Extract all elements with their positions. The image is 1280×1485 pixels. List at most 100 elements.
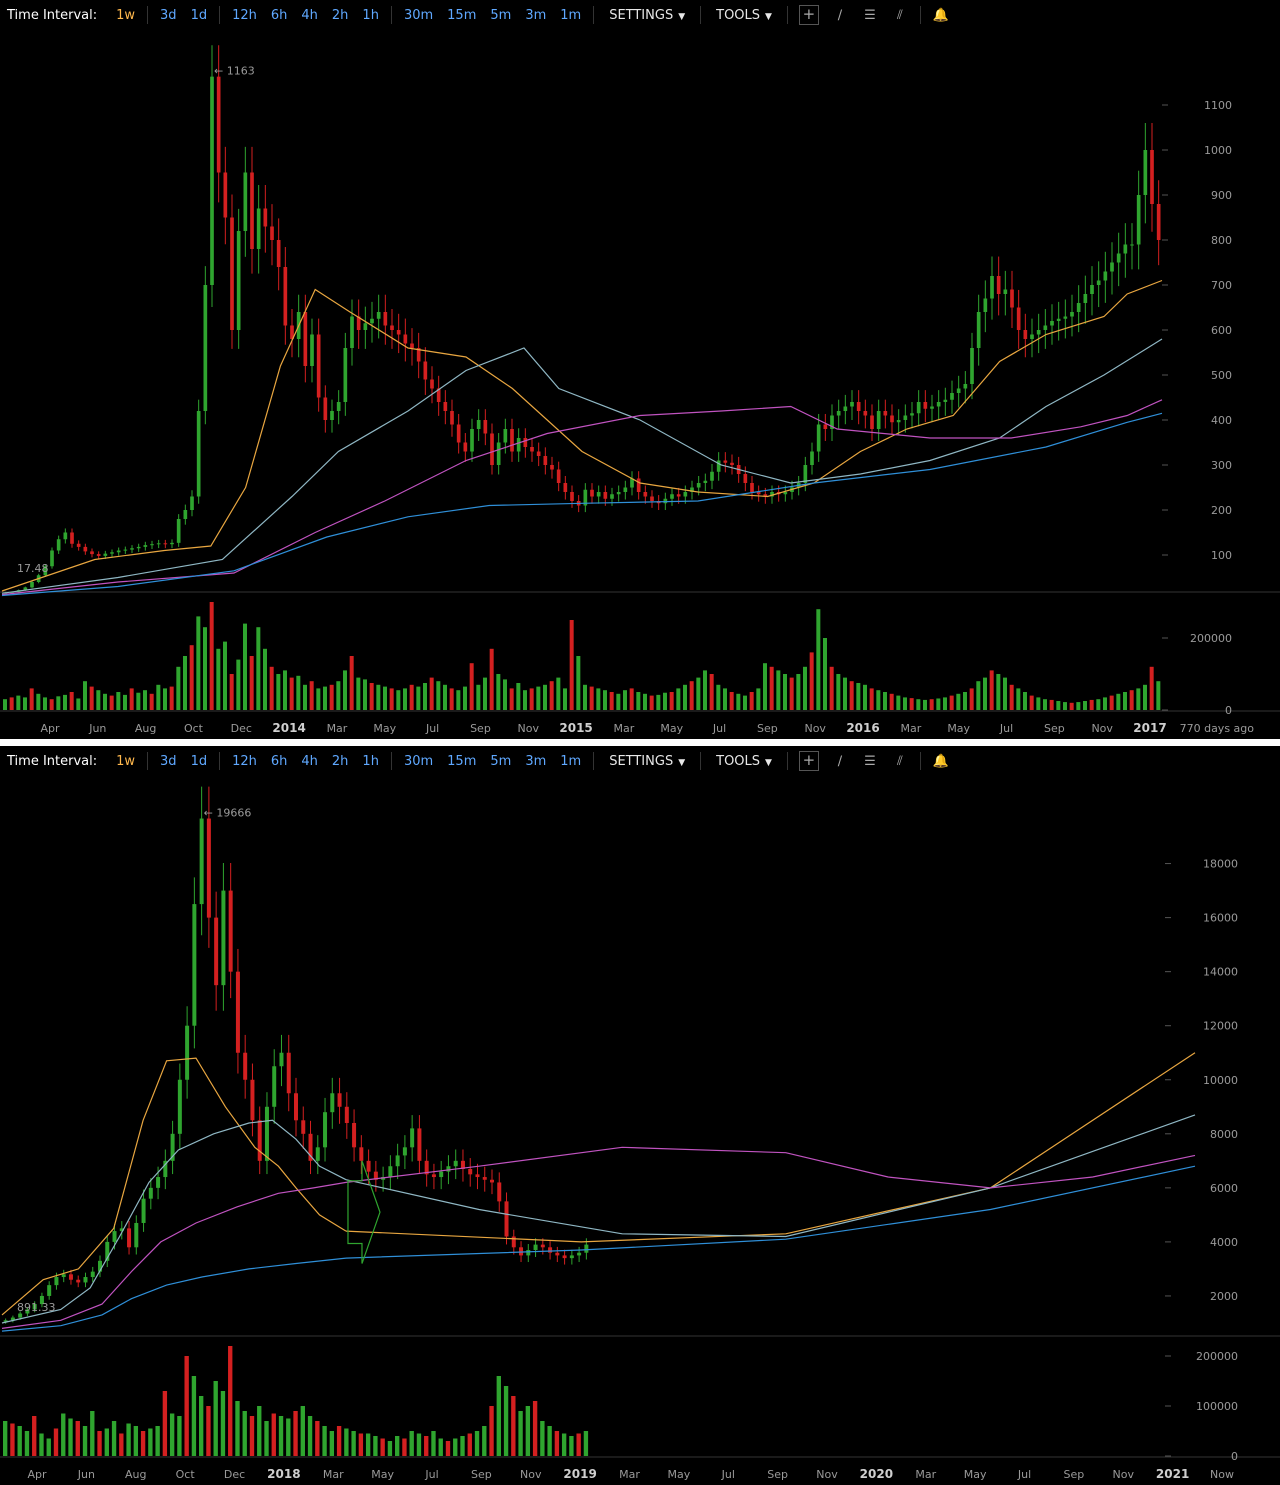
price-tick-label: 900 xyxy=(1211,189,1232,202)
line-draw-icon[interactable]: ∕ xyxy=(837,7,843,23)
candle-body xyxy=(1116,253,1121,263)
interval-3d[interactable]: 3d xyxy=(160,753,177,769)
candle-body xyxy=(475,1174,480,1178)
fib-icon[interactable]: ⫽ xyxy=(897,753,903,769)
toolbar-divider xyxy=(786,6,788,24)
month-label: Sep xyxy=(1064,1468,1085,1481)
volume-bar xyxy=(56,696,61,710)
candle-body xyxy=(533,1244,538,1251)
tools-menu[interactable]: TOOLS ▼ xyxy=(716,754,772,769)
lines-icon[interactable]: ☰ xyxy=(864,753,876,769)
interval-1h[interactable]: 1h xyxy=(362,7,379,23)
interval-1d[interactable]: 1d xyxy=(190,7,208,23)
candle-body xyxy=(562,1255,567,1259)
price-tick-label: 300 xyxy=(1211,459,1232,472)
interval-1m[interactable]: 1m xyxy=(560,7,582,23)
volume-bar xyxy=(416,686,421,710)
volume-bar xyxy=(809,652,814,710)
volume-bar xyxy=(296,675,301,710)
volume-bar xyxy=(344,1428,349,1456)
interval-5m[interactable]: 5m xyxy=(490,753,512,769)
volume-bar xyxy=(547,1426,552,1456)
chevron-down-icon: ▼ xyxy=(765,11,772,22)
candle-body xyxy=(983,298,988,312)
volume-bar xyxy=(856,683,861,710)
interval-4h[interactable]: 4h xyxy=(301,7,318,23)
volume-bar xyxy=(76,698,81,710)
tools-menu[interactable]: TOOLS ▼ xyxy=(716,8,772,23)
volume-bar xyxy=(561,1433,567,1456)
volume-bar xyxy=(1036,697,1041,710)
interval-1h[interactable]: 1h xyxy=(362,753,379,769)
volume-bar xyxy=(75,1421,80,1456)
volume-bar xyxy=(569,620,574,710)
high-price-label: ← 1163 xyxy=(214,65,255,78)
candle-body xyxy=(548,1247,553,1253)
price-tick-label: 1100 xyxy=(1204,99,1232,112)
interval-5m[interactable]: 5m xyxy=(490,7,512,23)
interval-1m[interactable]: 1m xyxy=(560,753,582,769)
volume-bar xyxy=(1156,681,1161,710)
candle-body xyxy=(63,532,68,540)
interval-1w[interactable]: 1w xyxy=(116,753,136,769)
volume-bar xyxy=(89,686,94,710)
volume-bar xyxy=(264,1421,269,1456)
interval-1d[interactable]: 1d xyxy=(190,753,208,769)
interval-15m[interactable]: 15m xyxy=(447,753,477,769)
volume-bar xyxy=(316,688,321,710)
candle-body xyxy=(18,1313,23,1318)
interval-6h[interactable]: 6h xyxy=(270,753,288,769)
candle-body xyxy=(490,433,494,465)
candle-body xyxy=(263,208,268,227)
volume-bar xyxy=(184,1356,189,1456)
candle-body xyxy=(583,489,588,506)
volume-bar xyxy=(196,616,201,710)
volume-bar xyxy=(3,1421,8,1456)
candle-body xyxy=(130,548,134,550)
price-chart[interactable]: 2000 4000 6000 8000 10000 12000 14000 16000 1800… xyxy=(0,776,1280,1485)
crosshair-icon[interactable]: + xyxy=(798,5,819,25)
candle-body xyxy=(228,890,233,972)
interval-1w[interactable]: 1w xyxy=(116,7,136,23)
settings-menu[interactable]: SETTINGS ▼ xyxy=(609,754,685,769)
settings-menu[interactable]: SETTINGS ▼ xyxy=(609,8,685,23)
candle-body xyxy=(903,415,908,420)
interval-3d[interactable]: 3d xyxy=(160,7,177,23)
volume-bar xyxy=(216,648,221,710)
volume-bar xyxy=(583,684,587,710)
line-draw-icon[interactable]: ∕ xyxy=(837,753,843,769)
volume-bar xyxy=(696,677,701,710)
candle-body xyxy=(876,411,881,429)
candle-body xyxy=(453,1160,458,1167)
interval-3m[interactable]: 3m xyxy=(525,753,547,769)
candle-body xyxy=(430,379,434,389)
interval-2h[interactable]: 2h xyxy=(331,7,349,23)
interval-4h[interactable]: 4h xyxy=(301,753,318,769)
alert-bell-icon[interactable]: 🔔 xyxy=(932,753,950,769)
candle-body xyxy=(343,348,348,402)
interval-2h[interactable]: 2h xyxy=(331,753,349,769)
interval-12h[interactable]: 12h xyxy=(232,753,257,769)
price-tick-label: 18000 xyxy=(1203,858,1238,871)
candle-body xyxy=(750,483,754,492)
candle-body xyxy=(103,553,108,556)
volume-bar xyxy=(289,677,294,710)
interval-12h[interactable]: 12h xyxy=(232,7,257,23)
interval-30m[interactable]: 30m xyxy=(403,7,434,23)
crosshair-icon[interactable]: + xyxy=(798,751,819,771)
interval-6h[interactable]: 6h xyxy=(270,7,288,23)
volume-bar xyxy=(191,1376,197,1456)
candle-body xyxy=(616,492,621,495)
candle-body xyxy=(390,325,394,330)
interval-30m[interactable]: 30m xyxy=(403,753,434,769)
candle-body xyxy=(540,1244,545,1248)
volume-bar xyxy=(596,688,601,710)
volume-bar xyxy=(474,1431,480,1456)
interval-15m[interactable]: 15m xyxy=(447,7,477,23)
lines-icon[interactable]: ☰ xyxy=(864,7,876,23)
alert-bell-icon[interactable]: 🔔 xyxy=(932,7,950,23)
fib-icon[interactable]: ⫽ xyxy=(897,7,903,23)
candle-body xyxy=(1076,303,1081,312)
price-chart[interactable]: 100 200 300 400 500 600 700 800 900 1000 1100 0 2000… xyxy=(0,30,1280,739)
interval-3m[interactable]: 3m xyxy=(525,7,547,23)
